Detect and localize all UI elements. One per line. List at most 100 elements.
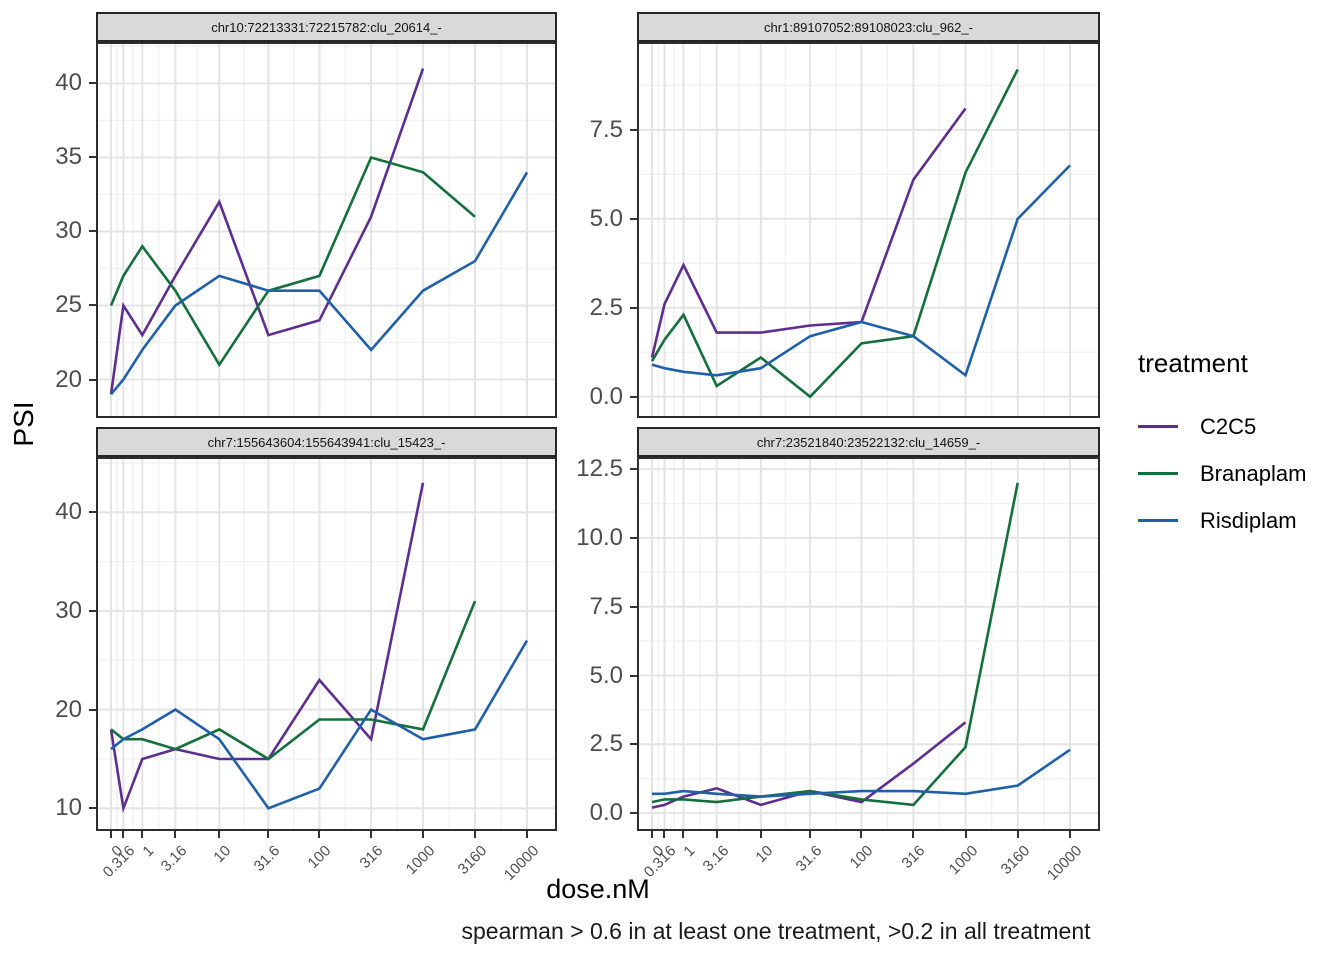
x-tick-mark xyxy=(809,831,812,838)
x-tick-mark xyxy=(1069,831,1071,838)
x-tick-mark xyxy=(110,831,112,838)
y-tick-mark xyxy=(89,609,96,612)
x-tick-mark xyxy=(682,831,685,838)
y-tick-label: 5.0 xyxy=(589,204,623,232)
x-tick-mark xyxy=(370,831,373,838)
x-axis-title: dose.nM xyxy=(546,874,650,904)
legend-line-swatch xyxy=(1138,472,1178,475)
y-tick-mark xyxy=(630,128,637,131)
x-tick-mark xyxy=(141,831,144,838)
y-tick-mark xyxy=(630,306,637,309)
y-tick-label: 5.0 xyxy=(589,661,623,689)
y-tick-mark xyxy=(630,674,637,677)
y-tick-label: 30 xyxy=(55,217,82,245)
facet-strip-3: chr7:155643604:155643941:clu_15423_- xyxy=(96,427,557,457)
x-tick-mark xyxy=(473,831,476,838)
x-tick-mark xyxy=(912,831,915,838)
y-tick-mark xyxy=(630,395,637,398)
y-tick-mark xyxy=(89,708,96,711)
y-tick-mark xyxy=(630,812,637,815)
legend-entry-label: C2C5 xyxy=(1200,413,1257,439)
y-tick-label: 7.5 xyxy=(589,592,623,620)
x-tick-mark xyxy=(122,831,125,838)
y-tick-mark xyxy=(630,468,637,471)
y-tick-mark xyxy=(89,230,96,233)
facet-title-1: chr10:72213331:72215782:clu_20614_- xyxy=(211,19,442,35)
panel-border xyxy=(96,42,557,418)
facet-title-4: chr7:23521840:23522132:clu_14659_- xyxy=(756,434,981,450)
y-tick-mark xyxy=(630,743,637,746)
legend-line-swatch xyxy=(1138,425,1178,428)
y-tick-mark xyxy=(89,82,96,85)
x-tick-mark xyxy=(715,831,718,838)
legend-entry: C2C5 xyxy=(1138,403,1344,450)
series-line-Risdiplam xyxy=(110,171,529,396)
y-tick-mark xyxy=(630,605,637,608)
series-line-Branaplam xyxy=(110,600,477,761)
y-tick-label: 10.0 xyxy=(576,523,623,551)
y-tick-mark xyxy=(89,511,96,514)
x-tick-mark xyxy=(860,831,863,838)
x-tick-mark xyxy=(1016,831,1019,838)
x-tick-mark xyxy=(267,831,270,838)
panel-border xyxy=(637,457,1100,831)
y-tick-label: 7.5 xyxy=(589,115,623,143)
facet-title-2: chr1:89107052:89108023:clu_962_- xyxy=(764,19,973,35)
caption: spearman > 0.6 in at least one treatment… xyxy=(461,918,1091,944)
x-tick-mark xyxy=(174,831,177,838)
series-line-Risdiplam xyxy=(651,164,1071,378)
y-tick-mark xyxy=(630,217,637,220)
x-tick-mark xyxy=(663,831,666,838)
x-tick-mark xyxy=(218,831,221,838)
legend-entry: Risdiplam xyxy=(1138,497,1344,544)
series-line-Branaplam xyxy=(109,155,476,368)
y-tick-label: 40 xyxy=(55,498,82,526)
y-tick-label: 12.5 xyxy=(576,455,623,483)
panel-border xyxy=(637,42,1100,418)
series-line-C2C5 xyxy=(109,68,425,395)
series-line-Branaplam xyxy=(651,482,1019,807)
facet-strip-4: chr7:23521840:23522132:clu_14659_- xyxy=(637,427,1100,457)
x-tick-mark xyxy=(422,831,425,838)
x-tick-mark xyxy=(526,831,528,838)
x-tick-mark xyxy=(759,831,762,838)
y-tick-label: 20 xyxy=(55,695,82,723)
plot-area-4 xyxy=(637,457,1100,831)
y-tick-mark xyxy=(89,304,96,307)
y-tick-label: 2.5 xyxy=(589,730,623,758)
x-tick-mark xyxy=(964,831,967,838)
y-tick-label: 35 xyxy=(55,143,82,171)
legend-title: treatment xyxy=(1138,348,1248,378)
legend: treatment C2C5 Branaplam Risdiplam xyxy=(1138,348,1344,544)
facet-title-3: chr7:155643604:155643941:clu_15423_- xyxy=(207,434,446,450)
series-line-Branaplam xyxy=(650,68,1019,399)
legend-entry-label: Risdiplam xyxy=(1200,507,1297,533)
y-tick-mark xyxy=(630,536,637,539)
legend-entry: Branaplam xyxy=(1138,450,1344,497)
x-tick-mark xyxy=(651,831,653,838)
plot-area-3 xyxy=(96,457,557,831)
y-tick-label: 25 xyxy=(55,291,82,319)
series-line-Risdiplam xyxy=(652,748,1071,798)
panel-border xyxy=(96,457,557,831)
plot-area-1 xyxy=(96,42,557,418)
facet-strip-1: chr10:72213331:72215782:clu_20614_- xyxy=(96,12,557,42)
legend-rows: C2C5 Branaplam Risdiplam xyxy=(1138,403,1344,544)
y-tick-label: 2.5 xyxy=(589,293,623,321)
legend-entry-label: Branaplam xyxy=(1200,460,1307,486)
series-line-C2C5 xyxy=(651,721,967,809)
series-line-C2C5 xyxy=(650,107,967,358)
y-tick-label: 20 xyxy=(55,365,82,393)
y-tick-mark xyxy=(89,807,96,810)
legend-line-swatch xyxy=(1138,519,1178,522)
y-tick-mark xyxy=(89,156,96,159)
x-tick-mark xyxy=(318,831,321,838)
plot-area-2 xyxy=(637,42,1100,418)
series-line-Risdiplam xyxy=(110,639,529,810)
facet-strip-2: chr1:89107052:89108023:clu_962_- xyxy=(637,12,1100,42)
y-tick-label: 0.0 xyxy=(589,382,623,410)
y-tick-mark xyxy=(89,378,96,381)
y-tick-label: 30 xyxy=(55,596,82,624)
y-tick-label: 40 xyxy=(55,69,82,97)
